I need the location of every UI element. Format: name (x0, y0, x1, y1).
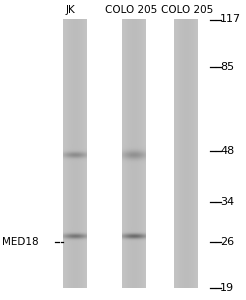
Text: 26: 26 (220, 237, 234, 247)
Text: (kD): (kD) (220, 299, 242, 300)
Text: 85: 85 (220, 62, 234, 72)
Text: 117: 117 (220, 14, 241, 25)
Text: COLO 205: COLO 205 (106, 5, 158, 15)
Text: 48: 48 (220, 146, 234, 156)
Text: MED18: MED18 (2, 237, 39, 247)
Text: COLO 205: COLO 205 (161, 5, 213, 15)
Text: 34: 34 (220, 197, 234, 207)
Text: JK: JK (65, 5, 75, 15)
Text: 19: 19 (220, 283, 234, 293)
